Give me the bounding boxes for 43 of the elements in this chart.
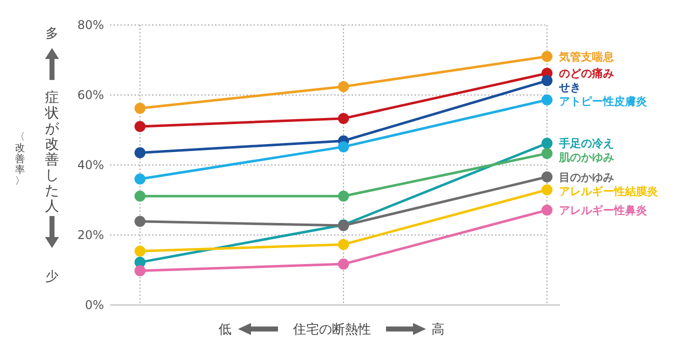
x-axis-title: 住宅の断熱性 — [292, 322, 371, 338]
series-label: せき — [558, 81, 581, 94]
point — [134, 121, 146, 132]
point — [134, 102, 146, 114]
point — [338, 238, 349, 250]
y-tick-label: 80% — [77, 18, 104, 32]
text: 〈改善率〉 — [15, 132, 25, 187]
series-label: 気管支喘息 — [558, 50, 615, 64]
point — [542, 94, 552, 106]
series-label: 目のかゆみ — [559, 170, 614, 184]
point — [134, 265, 146, 276]
point — [542, 51, 552, 62]
point — [134, 174, 146, 184]
y-tick-label: 40% — [77, 158, 104, 172]
point — [338, 190, 349, 202]
series-label: のどの痛み — [559, 67, 614, 80]
point — [542, 184, 552, 196]
text: 少 — [46, 270, 58, 285]
point — [542, 75, 552, 86]
series-label: 肌のかゆみ — [558, 151, 614, 164]
text: 低 — [218, 322, 232, 338]
text: 多 — [46, 26, 58, 42]
point — [338, 112, 349, 124]
y-axis-title: 症状が改善した人 — [44, 90, 60, 214]
series-label: 手足の冷え — [558, 137, 614, 150]
text: 高 — [432, 322, 444, 338]
point — [542, 204, 552, 216]
point — [338, 258, 349, 270]
point — [338, 141, 349, 152]
point — [542, 171, 552, 182]
series-label: アレルギー性鼻炎 — [559, 204, 648, 217]
series-label: アレルギー性結膜炎 — [559, 184, 659, 198]
point — [134, 147, 146, 158]
y-tick-label: 0% — [84, 298, 104, 312]
point — [134, 190, 146, 202]
point — [134, 246, 146, 257]
y-tick-label: 20% — [77, 228, 104, 242]
point — [542, 138, 552, 149]
series-label: アトピー性皮膚炎 — [559, 95, 648, 108]
point — [134, 216, 146, 227]
point — [542, 148, 552, 159]
y-tick-label: 60% — [77, 88, 104, 102]
point — [338, 81, 349, 92]
